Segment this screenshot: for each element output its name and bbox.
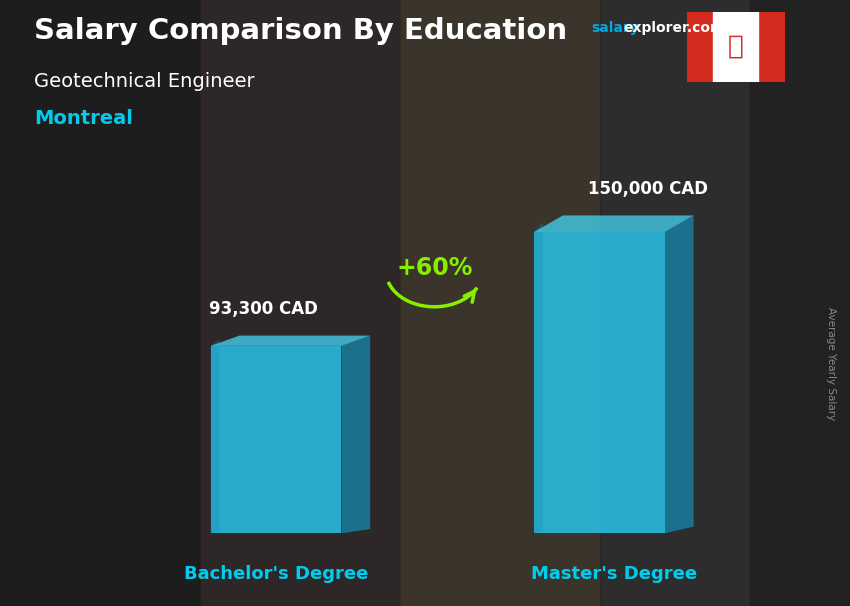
Bar [750, 0, 850, 606]
Bar [758, 12, 785, 82]
Bar [713, 12, 758, 82]
Text: salary: salary [591, 21, 638, 35]
Bar [600, 0, 750, 606]
Polygon shape [534, 232, 665, 533]
Polygon shape [342, 336, 371, 533]
Text: Average Yearly Salary: Average Yearly Salary [826, 307, 836, 420]
Polygon shape [534, 222, 542, 533]
Polygon shape [211, 346, 342, 533]
Bar [687, 12, 713, 82]
Text: 150,000 CAD: 150,000 CAD [588, 180, 708, 198]
Bar [200, 0, 400, 606]
Bar [0, 0, 200, 606]
Polygon shape [211, 336, 371, 346]
Text: Salary Comparison By Education: Salary Comparison By Education [34, 17, 567, 45]
Text: Bachelor's Degree: Bachelor's Degree [184, 565, 368, 583]
Text: Master's Degree: Master's Degree [530, 565, 697, 583]
Polygon shape [665, 216, 694, 533]
Polygon shape [211, 340, 219, 533]
Text: 🍁: 🍁 [728, 33, 744, 59]
Polygon shape [534, 216, 694, 232]
Text: Geotechnical Engineer: Geotechnical Engineer [34, 72, 255, 90]
Bar [400, 0, 600, 606]
Text: 93,300 CAD: 93,300 CAD [208, 300, 317, 318]
Text: explorer.com: explorer.com [623, 21, 724, 35]
Text: +60%: +60% [396, 256, 473, 280]
Text: Montreal: Montreal [34, 109, 133, 128]
